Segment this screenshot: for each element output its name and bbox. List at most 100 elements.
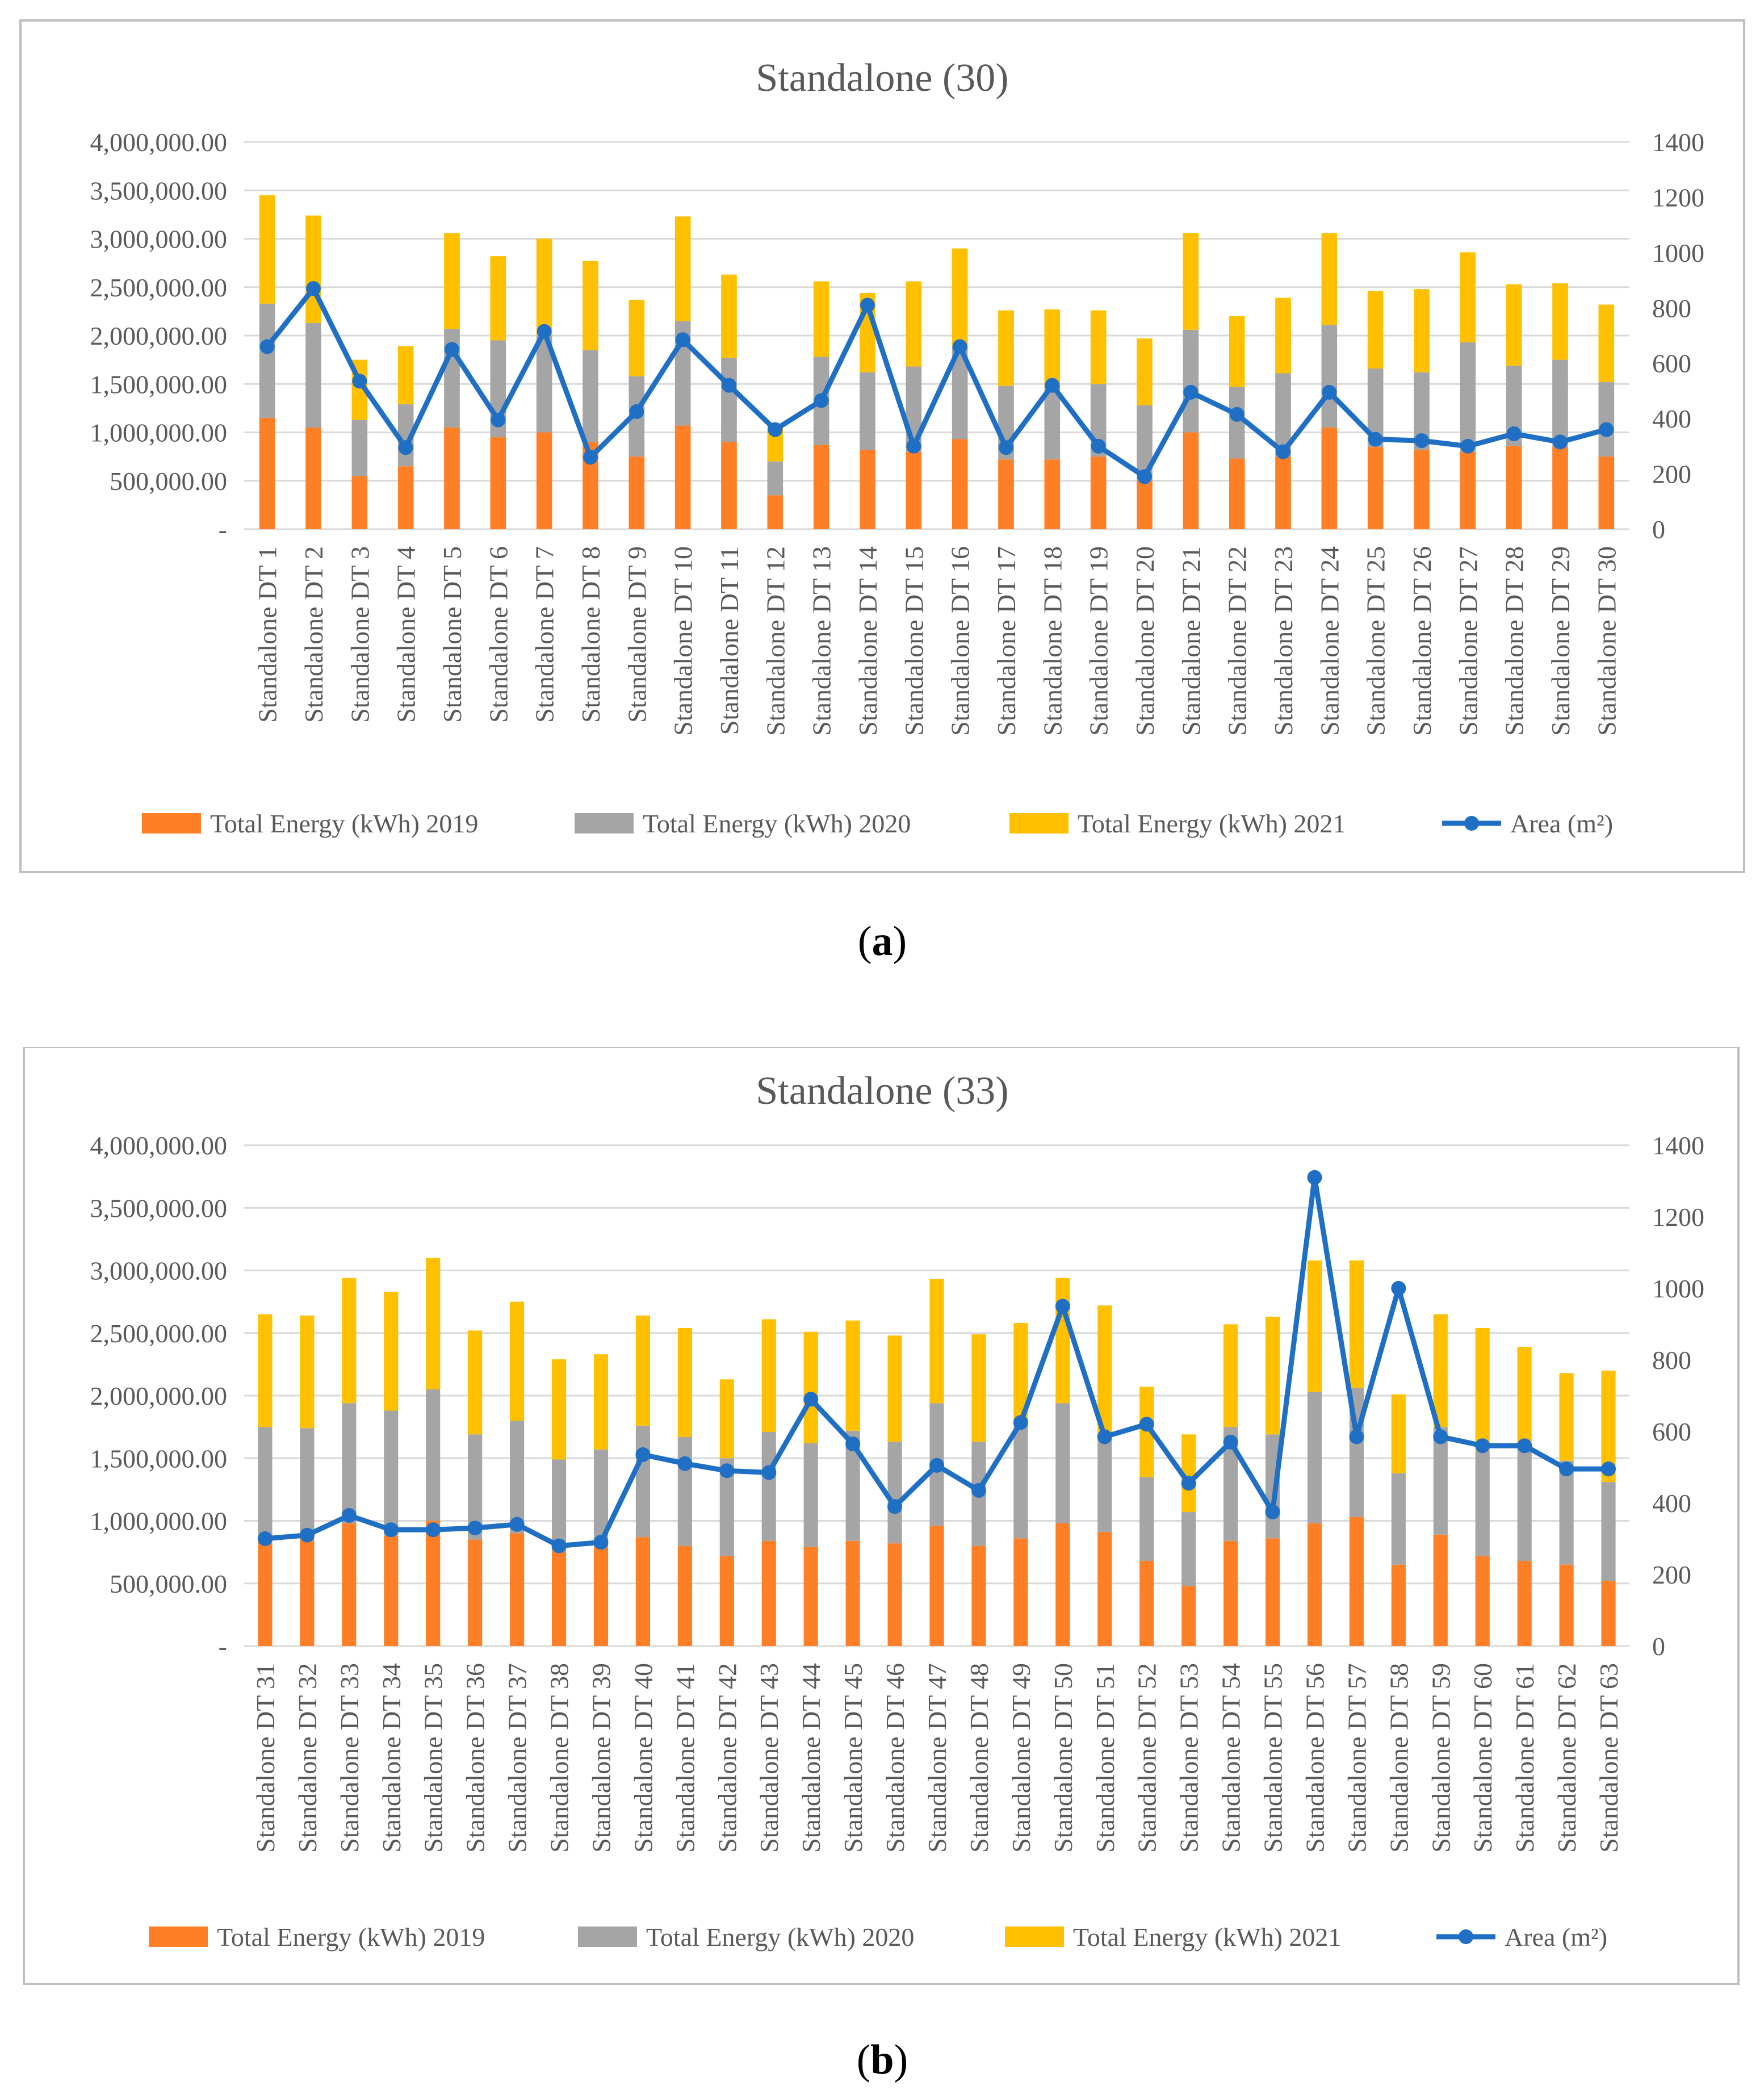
bar-2021 (397, 346, 414, 405)
bar-2019 (767, 495, 783, 529)
bar-2020 (342, 1403, 357, 1523)
bar-2019 (628, 457, 645, 529)
bar-2019 (259, 417, 275, 529)
chart-b-caption-open: ( (857, 2037, 871, 2083)
bar-2019 (351, 476, 368, 529)
y-right-tick-label: 1000 (1652, 1274, 1704, 1303)
bar-2020 (767, 461, 783, 496)
area-point (814, 393, 829, 408)
bar-2019 (1552, 447, 1568, 529)
bar-2019 (397, 466, 414, 529)
x-tick-label: Standalone DT 47 (923, 1663, 952, 1853)
bar-2019 (1517, 1561, 1532, 1646)
bar-2019 (444, 427, 460, 529)
bar-2019 (1265, 1538, 1280, 1646)
bar-2019 (426, 1521, 441, 1646)
area-point (1517, 1438, 1532, 1454)
y-left-tick-label: 1,000,000.00 (90, 418, 228, 447)
legend-label: Total Energy (kWh) 2021 (1078, 809, 1346, 838)
area-point (1045, 378, 1060, 393)
x-tick-label: Standalone DT 58 (1384, 1663, 1413, 1853)
area-point (675, 332, 690, 347)
bar-2021 (628, 299, 645, 376)
area-point (1223, 1434, 1238, 1450)
area-point (1475, 1438, 1490, 1454)
y-left-tick-label: 1,500,000.00 (90, 370, 228, 399)
bar-2019 (1229, 458, 1245, 529)
y-left-tick-label: 3,500,000.00 (90, 176, 228, 205)
bar-2020 (1552, 359, 1568, 447)
area-point (1097, 1429, 1112, 1444)
y-left-tick-label: 500,000.00 (110, 1569, 227, 1598)
bar-2021 (813, 281, 829, 357)
bar-2021 (258, 1314, 273, 1427)
area-point (1414, 433, 1429, 449)
bar-2021 (719, 1379, 734, 1459)
bar-2019 (536, 432, 552, 529)
y-right-tick-label: 1400 (1652, 128, 1704, 157)
area-point (1433, 1429, 1448, 1444)
bar-2021 (490, 256, 506, 341)
legend-swatch-2021 (1009, 813, 1069, 834)
bar-2020 (300, 1428, 315, 1538)
area-point (1139, 1417, 1154, 1432)
x-tick-label: Standalone DT 48 (965, 1663, 994, 1853)
area-point (1322, 384, 1337, 400)
area-point (1183, 384, 1199, 400)
bar-2020 (1601, 1482, 1616, 1581)
area-point (635, 1447, 651, 1462)
bar-2019 (1598, 457, 1615, 529)
bar-2021 (1506, 284, 1522, 366)
x-tick-label: Standalone DT 6 (484, 546, 513, 723)
bar-2021 (1137, 338, 1153, 405)
bar-2020 (1517, 1447, 1532, 1561)
x-tick-label: Standalone DT 27 (1453, 546, 1482, 736)
bar-2021 (536, 238, 552, 336)
area-point (803, 1392, 819, 1407)
x-tick-label: Standalone DT 23 (1269, 546, 1298, 736)
x-tick-label: Standalone DT 38 (545, 1663, 574, 1853)
area-point (1276, 444, 1290, 459)
x-tick-label: Standalone DT 51 (1091, 1663, 1120, 1853)
x-tick-label: Standalone DT 30 (1592, 546, 1621, 736)
bar-2020 (1044, 386, 1061, 460)
bar-2019 (761, 1540, 776, 1646)
bar-2021 (674, 216, 691, 321)
bar-2021 (1229, 316, 1245, 387)
chart-panel-b: Standalone (33) - 500,000.00 1,000,000.00 1… (0, 1047, 1764, 2094)
area-point (509, 1517, 525, 1532)
bar-2021 (510, 1301, 525, 1421)
legend-label: Total Energy (kWh) 2020 (646, 1923, 914, 1951)
bar-2019 (860, 450, 875, 529)
bar-2019 (677, 1546, 692, 1646)
bar-2020 (1460, 342, 1476, 452)
bar-2020 (1181, 1512, 1196, 1586)
y-right-tick-label: 200 (1652, 1560, 1691, 1589)
area-point (383, 1522, 399, 1538)
bar-2020 (721, 358, 737, 442)
area-point (445, 342, 459, 357)
x-tick-label: Standalone DT 44 (797, 1663, 826, 1853)
bar-2020 (1229, 387, 1245, 459)
y-right-tick-label: 1000 (1652, 238, 1704, 267)
bar-2020 (259, 303, 275, 418)
x-tick-label: Standalone DT 35 (419, 1663, 448, 1853)
bar-2020 (1559, 1460, 1574, 1565)
bar-2019 (1013, 1538, 1028, 1646)
area-point (677, 1456, 693, 1471)
area-point (906, 438, 921, 454)
bar-2020 (1183, 329, 1199, 433)
bar-2021 (551, 1359, 567, 1460)
y-left-tick-label: 1,000,000.00 (90, 1507, 228, 1536)
x-tick-label: Standalone DT 53 (1175, 1663, 1204, 1853)
x-tick-label: Standalone DT 24 (1315, 546, 1344, 736)
y-left-tick-label: 4,000,000.00 (90, 128, 228, 157)
x-tick-label: Standalone DT 41 (671, 1663, 699, 1853)
y-left-tick-label: 2,000,000.00 (90, 321, 228, 350)
area-point (1229, 407, 1245, 422)
area-point (352, 374, 367, 389)
bar-2019 (510, 1533, 525, 1646)
legend-marker-area (1464, 816, 1479, 831)
area-point (1181, 1476, 1196, 1491)
chart-a-plot: - 500,000.00 1,000,000.00 1,500,000.00 2,000… (90, 128, 1705, 838)
